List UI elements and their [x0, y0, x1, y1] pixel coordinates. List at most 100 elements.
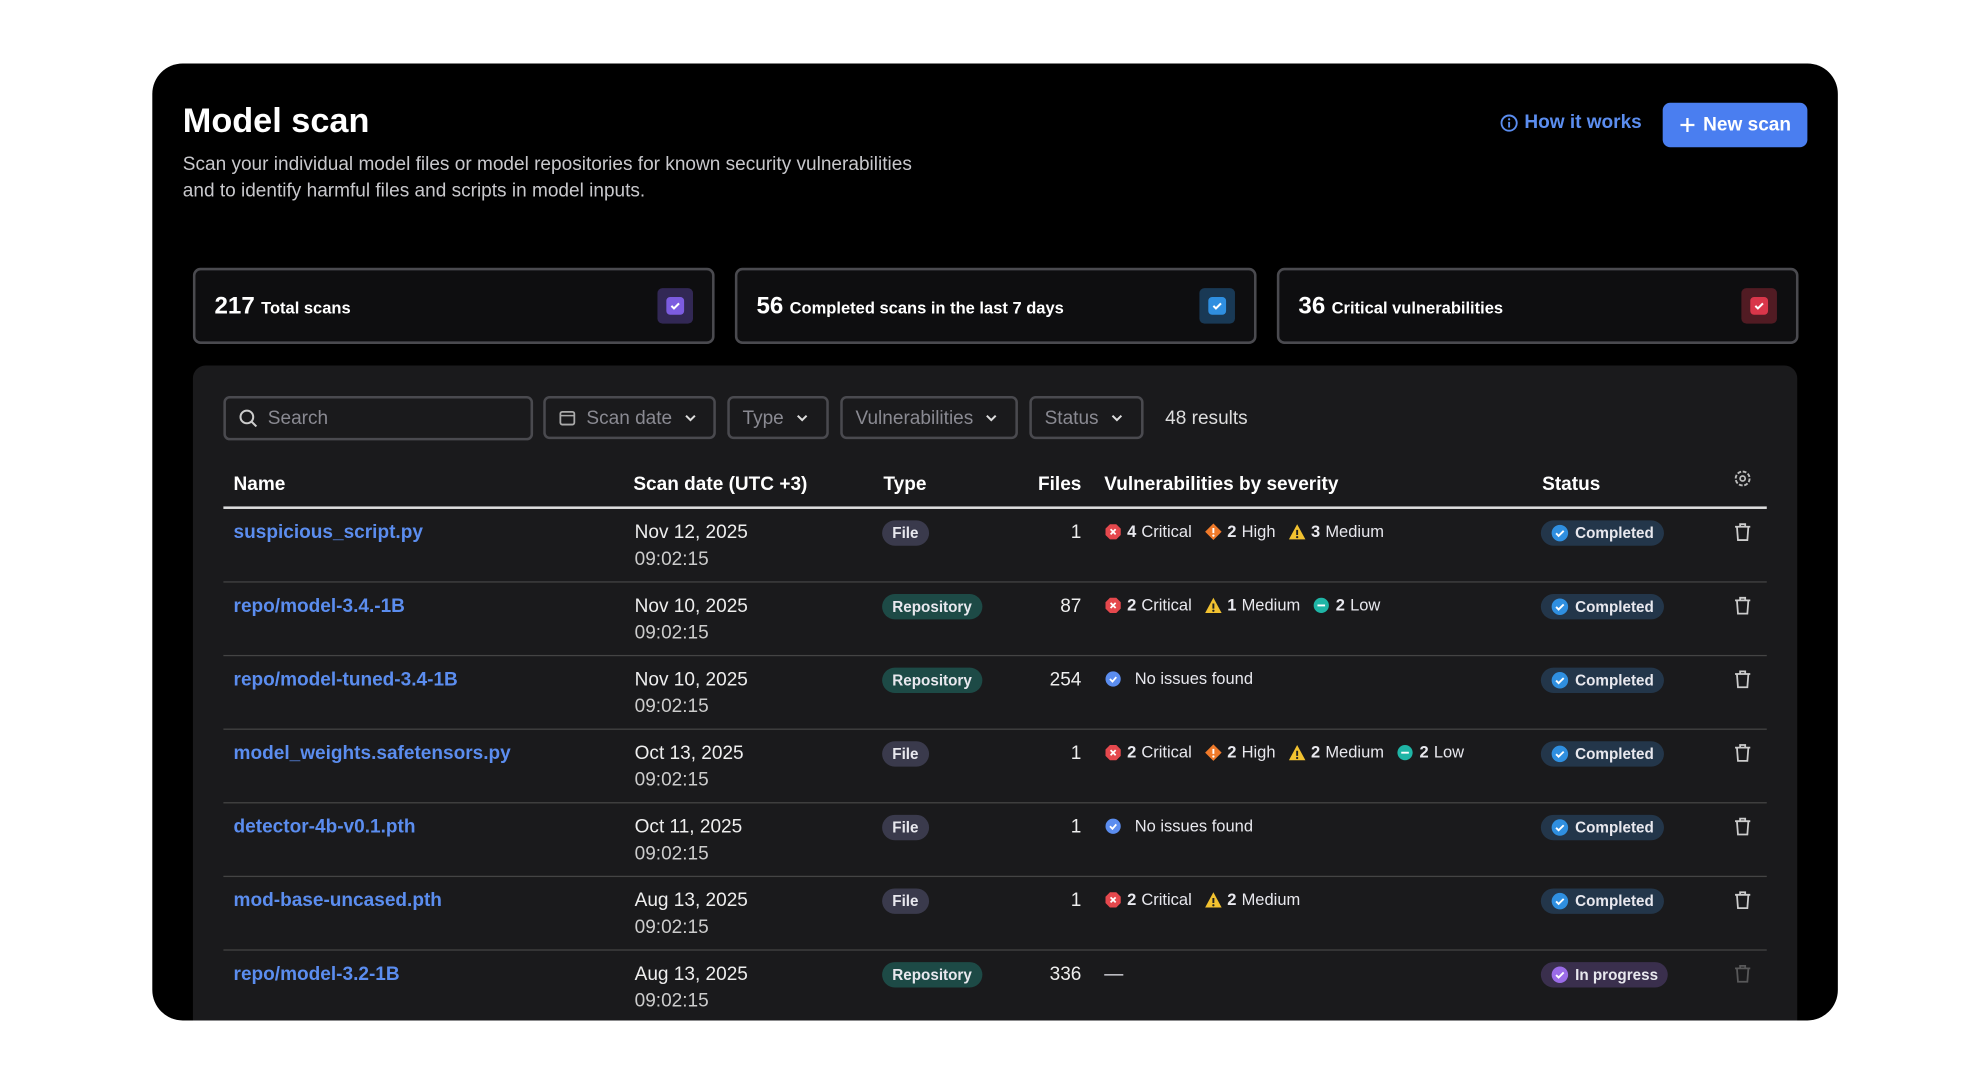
status-label: Completed: [1575, 818, 1654, 837]
severity-label: Critical: [1141, 889, 1192, 909]
scan-name-link[interactable]: repo/model-3.2-1B: [233, 963, 400, 985]
severity-item: 3 Medium: [1288, 522, 1384, 541]
trash-icon: [1735, 964, 1751, 983]
filter-dropdown[interactable]: Status: [1029, 395, 1144, 440]
severity-count: 1: [1227, 595, 1237, 615]
severity-icon: [1288, 523, 1306, 539]
severity-count: 2: [1227, 742, 1237, 762]
delete-button[interactable]: [1732, 522, 1752, 549]
type-badge: File: [882, 888, 929, 914]
stat-icon: [1741, 288, 1777, 324]
scan-name-link[interactable]: detector-4b-v0.1.pth: [233, 816, 416, 838]
trash-icon: [1735, 891, 1751, 910]
type-badge: File: [882, 520, 929, 546]
status-label: Completed: [1575, 524, 1654, 542]
stat-glyph: [1208, 296, 1227, 315]
status-badge: Completed: [1540, 667, 1664, 693]
column-header: Scan date (UTC +3): [633, 473, 808, 495]
column-header: Vulnerabilities by severity: [1104, 473, 1339, 495]
file-count: 1: [1070, 889, 1082, 912]
delete-button[interactable]: [1732, 963, 1752, 990]
type-badge: File: [882, 814, 929, 841]
scan-time: 09:02:15: [634, 989, 709, 1012]
note-icon: [1105, 818, 1121, 834]
severity-label: Critical: [1141, 742, 1192, 762]
scan-time: 09:02:15: [634, 769, 709, 791]
new-scan-button[interactable]: New scan: [1662, 102, 1808, 148]
filter-label: Scan date: [586, 406, 673, 429]
chevron-icon: [796, 414, 807, 422]
severity-icon: [1105, 891, 1121, 907]
vulnerabilities: 2 Critical 2 High 2 Medium 2 Low: [1104, 742, 1465, 762]
file-count: 1: [1070, 742, 1082, 765]
vulnerabilities: —: [1104, 963, 1123, 985]
scan-name-link[interactable]: repo/model-3.4.-1B: [233, 595, 405, 617]
settings-icon[interactable]: [1732, 468, 1752, 488]
severity-icon: [1105, 523, 1121, 539]
vulnerability-note: No issues found: [1134, 816, 1254, 836]
severity-icon: [1105, 597, 1121, 613]
scan-name-link[interactable]: repo/model-tuned-3.4-1B: [233, 668, 458, 691]
scan-date: Nov 10, 2025: [634, 595, 748, 617]
filter-dropdown[interactable]: Vulnerabilities: [840, 395, 1018, 440]
status-label: Completed: [1575, 745, 1654, 763]
severity-item: 2 Medium: [1288, 742, 1384, 762]
severity-count: 2: [1227, 889, 1237, 909]
severity-icon: [1314, 597, 1330, 613]
status-badge: Completed: [1540, 741, 1664, 767]
stat-glyph: [666, 296, 685, 315]
status-icon: [1551, 819, 1569, 836]
severity-label: Medium: [1241, 595, 1301, 615]
vulnerabilities: 4 Critical 2 High 3 Medium: [1104, 522, 1384, 541]
severity-icon: [1205, 522, 1222, 540]
delete-button[interactable]: [1732, 742, 1752, 769]
status-badge: Completed: [1540, 888, 1664, 914]
severity-item: 2 Critical: [1104, 890, 1192, 909]
type-badge: Repository: [882, 667, 982, 693]
stat-text: 36 Critical vulnerabilities: [1298, 293, 1503, 321]
column-header: Files: [1037, 473, 1082, 495]
severity-icon: [1288, 744, 1306, 760]
vulnerabilities: 2 Critical 1 Medium 2 Low: [1104, 595, 1380, 614]
severity-count: 2: [1335, 595, 1345, 615]
scan-name-link[interactable]: model_weights.safetensors.py: [233, 742, 511, 765]
severity-label: Low: [1433, 742, 1465, 762]
delete-button[interactable]: [1732, 595, 1752, 622]
scan-date: Nov 12, 2025: [634, 521, 748, 544]
severity-item: 2 High: [1204, 522, 1276, 541]
type-badge: File: [882, 741, 929, 767]
link-text: How it works: [1524, 111, 1642, 134]
stat-label: Total scans: [261, 298, 351, 318]
filter-dropdown[interactable]: Type: [727, 395, 829, 440]
scan-time: 09:02:15: [634, 695, 709, 718]
scan-name-link[interactable]: suspicious_script.py: [233, 521, 423, 544]
type-badge: Repository: [882, 962, 982, 988]
chevron-icon: [684, 414, 696, 422]
how-it-works-link[interactable]: How it works: [1500, 111, 1642, 134]
severity-count: 2: [1127, 742, 1137, 762]
stat-text: 56 Completed scans in the last 7 days: [756, 293, 1063, 321]
stat-text: 217 Total scans: [214, 293, 350, 321]
scan-time: 09:02:15: [634, 548, 709, 570]
chevron-icon: [1111, 414, 1122, 422]
file-count: 1: [1070, 816, 1082, 838]
file-count: 87: [1060, 595, 1082, 617]
severity-label: Medium: [1241, 889, 1301, 909]
note-icon: [1105, 670, 1121, 687]
table-row: repo/model-tuned-3.4-1B Nov 10, 2025 09:02…: [223, 656, 1767, 730]
vulnerability-note: —: [1104, 963, 1124, 985]
card: Model scan Scan your individual model fi…: [152, 63, 1838, 1021]
search-input[interactable]: Search: [223, 395, 534, 441]
status-icon: [1551, 892, 1569, 910]
delete-button[interactable]: [1732, 890, 1752, 917]
scan-date: Aug 13, 2025: [634, 963, 748, 985]
scan-name-link[interactable]: mod-base-uncased.pth: [233, 889, 442, 912]
table-panel: Search Scan date Type Vulnerabilities Statu…: [192, 365, 1798, 1021]
delete-button[interactable]: [1732, 669, 1752, 696]
severity-item: 2 Low: [1397, 742, 1465, 762]
table-row: suspicious_script.py Nov 12, 2025 09:02:15…: [223, 509, 1767, 583]
delete-button[interactable]: [1732, 816, 1752, 843]
filter-dropdown[interactable]: Scan date: [543, 395, 716, 440]
status-icon: [1551, 672, 1569, 689]
table-row: repo/model-3.2-1B Aug 13, 2025 09:02:15 Rep…: [223, 951, 1766, 1021]
